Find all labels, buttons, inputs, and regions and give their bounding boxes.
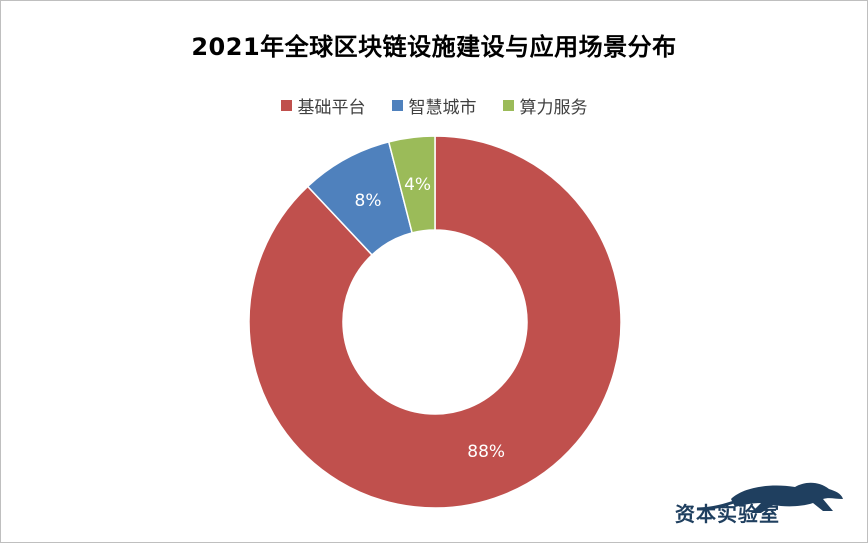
chart-title: 2021年全球区块链设施建设与应用场景分布	[191, 33, 677, 61]
legend-swatch-1	[391, 100, 403, 111]
legend-item-1: 智慧城市	[391, 93, 477, 118]
slice-基础平台	[248, 135, 622, 509]
slice-算力服务	[387, 135, 436, 234]
legend-label-1: 智慧城市	[408, 98, 477, 118]
panther-icon	[696, 482, 843, 513]
data-label-1: 8%	[355, 191, 382, 211]
data-label-2: 4%	[404, 175, 431, 195]
legend-swatch-2	[502, 100, 514, 111]
data-label-0: 88%	[467, 442, 505, 462]
watermark-text: 资本实验室	[675, 502, 780, 526]
legend-label-2: 算力服务	[519, 98, 588, 118]
legend-item-0: 基础平台	[280, 93, 366, 118]
legend: 基础平台 智慧城市 算力服务	[1, 93, 867, 118]
legend-swatch-0	[280, 100, 292, 111]
watermark-logo: 资本实验室	[673, 465, 853, 531]
legend-item-2: 算力服务	[502, 93, 588, 118]
legend-label-0: 基础平台	[297, 98, 366, 118]
